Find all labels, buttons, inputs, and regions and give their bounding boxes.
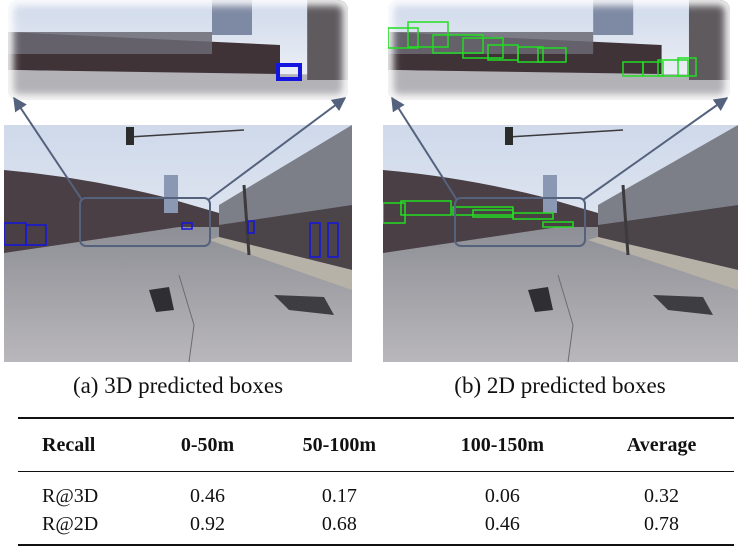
building-base: [598, 205, 738, 270]
predicted-box: [462, 37, 504, 59]
header-cell: 100-150m: [460, 433, 545, 456]
caption: (b) 2D predicted boxes: [454, 373, 665, 398]
predicted-box: [25, 224, 47, 246]
road: [388, 70, 730, 100]
header-cell: Recall: [42, 433, 96, 456]
zoom-leader: [207, 97, 347, 201]
caption: (a) 3D predicted boxes: [73, 373, 283, 398]
pole: [128, 129, 245, 138]
cell: 0.46: [484, 512, 520, 535]
predicted-box: [542, 221, 574, 228]
road: [383, 227, 738, 362]
traffic-light: [126, 127, 134, 145]
sidewalk: [588, 237, 738, 290]
cell: R@2D: [42, 512, 99, 535]
parked-cars: [8, 32, 212, 54]
zoom-leader: [13, 96, 83, 201]
tower: [543, 175, 557, 213]
predicted-box: [512, 212, 554, 220]
zoom-region: [79, 197, 211, 247]
cell: 0.68: [321, 512, 357, 535]
pole: [621, 184, 630, 256]
cell: 0.46: [190, 484, 225, 507]
predicted-box: [432, 34, 484, 54]
predicted-box: [247, 220, 255, 234]
shadow: [149, 287, 174, 312]
figure: (a) 3D predicted boxes (b) 2D predicted …: [4, 0, 738, 398]
header-row: Recall 0-50m 50-100m 100-150m Average: [18, 418, 734, 472]
building: [212, 0, 252, 35]
zoom-leader: [582, 97, 729, 201]
predicted-box: [657, 59, 689, 77]
row: R@3D 0.46 0.17 0.06 0.32: [18, 472, 734, 511]
predicted-box: [677, 57, 697, 77]
row: R@2D 0.92 0.68 0.46 0.78: [18, 510, 734, 545]
photo-content: [4, 125, 352, 362]
predicted-box: [327, 222, 339, 258]
sidewalk: [209, 237, 352, 290]
cell: R@3D: [42, 484, 99, 507]
parked-cars: [388, 32, 594, 54]
predicted-box: [400, 200, 452, 216]
street-photo: [383, 125, 738, 362]
zoom-inset: [8, 0, 348, 100]
road: [8, 70, 348, 100]
predicted-box: [388, 27, 419, 49]
shadow: [528, 287, 553, 312]
building: [593, 0, 634, 35]
pole: [242, 184, 251, 256]
predicted-box: [276, 63, 302, 81]
pole: [507, 129, 624, 138]
cell: 0.78: [644, 512, 680, 535]
header-cell: 0-50m: [180, 433, 235, 456]
traffic-light: [505, 127, 513, 145]
zoom-inset: [388, 0, 730, 100]
street-photo: [4, 125, 352, 362]
shadow: [274, 295, 334, 315]
road: [4, 227, 352, 362]
crack: [557, 274, 574, 362]
photo-content: [388, 0, 730, 100]
building-right: [307, 0, 348, 80]
zoom-region: [454, 197, 586, 247]
predicted-box: [537, 47, 567, 63]
header-cell: 50-100m: [302, 433, 376, 456]
building-right: [688, 0, 730, 80]
predicted-box: [517, 46, 544, 63]
header-cell: Average: [626, 433, 697, 456]
cell: 0.32: [644, 484, 680, 507]
predicted-box: [181, 222, 193, 230]
cell: 0.06: [484, 484, 520, 507]
predicted-box: [309, 222, 321, 258]
results-table: Recall 0-50m 50-100m 100-150m Average R@…: [18, 417, 734, 546]
cell: 0.17: [321, 484, 357, 507]
tower: [164, 175, 178, 213]
zoom-leader: [391, 96, 458, 201]
predicted-box: [642, 61, 664, 77]
cell: 0.92: [190, 512, 225, 535]
predicted-box: [383, 202, 406, 224]
photo-content: [8, 0, 348, 100]
shadow: [653, 295, 713, 315]
crack: [178, 274, 195, 362]
photo-content: [383, 125, 738, 362]
